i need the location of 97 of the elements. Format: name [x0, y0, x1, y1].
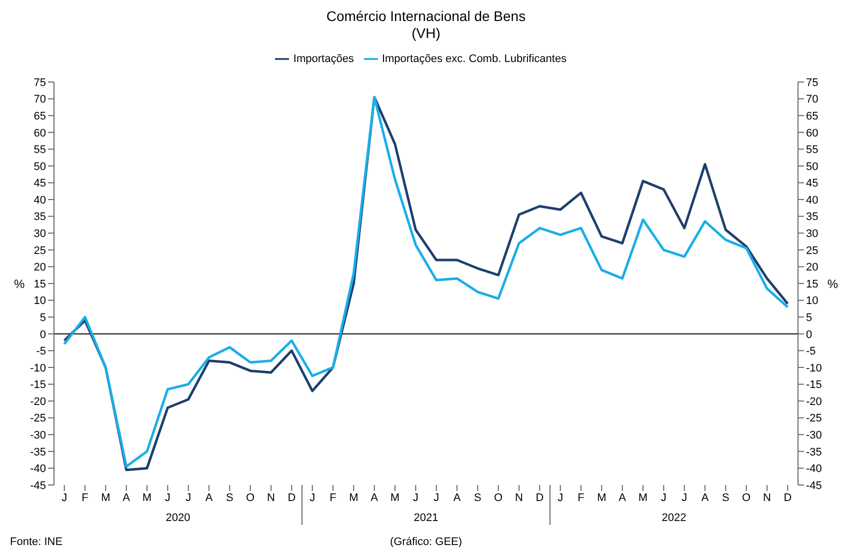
x-tick-label: S: [722, 492, 730, 504]
x-tick-label: J: [682, 492, 688, 504]
y-tick-label: 55: [34, 144, 46, 156]
x-tick-label: A: [618, 492, 627, 504]
y-tick-label: -20: [30, 396, 46, 408]
y2-tick-label: 25: [806, 244, 818, 257]
y2-tick-label: -15: [806, 379, 822, 392]
x-tick-label: J: [660, 492, 666, 504]
y-tick-label: 60: [34, 127, 46, 140]
y-tick-label: -25: [30, 412, 46, 425]
y2-tick-label: -40: [806, 463, 822, 476]
y-tick-label: 35: [34, 211, 46, 224]
y2-tick-label: -30: [806, 430, 822, 442]
x-tick-label: M: [597, 492, 606, 504]
y2-axis-title: %: [827, 276, 838, 291]
x-tick-label: N: [267, 492, 276, 504]
x-tick-label: J: [412, 492, 418, 504]
y2-tick-label: 65: [806, 110, 818, 122]
y-tick-label: 15: [34, 278, 46, 290]
y2-tick-label: -10: [806, 362, 822, 374]
y2-tick-label: 30: [806, 228, 818, 240]
chart-title: Comércio Internacional de Bens: [325, 8, 527, 25]
x-tick-label: J: [558, 492, 564, 504]
y-tick-label: 75: [34, 76, 46, 89]
x-tick-label: J: [310, 492, 316, 504]
text: 2020: [166, 512, 190, 524]
x-tick-label: A: [370, 492, 379, 504]
legend-label: Importações: [293, 52, 354, 65]
x-tick-label: M: [101, 492, 110, 504]
y-tick-label: 65: [34, 110, 46, 122]
x-tick-label: J: [62, 492, 68, 504]
x-tick-label: F: [82, 492, 89, 504]
y2-tick-label: 35: [806, 211, 818, 224]
x-tick-label: M: [142, 492, 152, 504]
x-tick-label: S: [226, 492, 234, 504]
x-tick-label: O: [742, 492, 752, 504]
y2-tick-label: 70: [806, 94, 818, 106]
x-tick-label: N: [515, 492, 524, 504]
y2-tick-label: -5: [806, 346, 816, 358]
text: (Gráfico: GEE): [390, 536, 462, 548]
x-tick-label: M: [638, 492, 648, 504]
y-tick-label: 0: [40, 328, 46, 341]
y-tick-label: -40: [30, 463, 46, 476]
y2-tick-label: 10: [806, 295, 818, 308]
source-note: Fonte: INE: [10, 536, 63, 548]
y2-tick-label: -25: [806, 412, 822, 425]
x-tick-label: A: [205, 492, 214, 504]
x-tick-label: A: [453, 492, 462, 504]
x-tick-label: A: [122, 492, 131, 504]
y2-tick-label: 20: [806, 262, 818, 274]
x-tick-label: J: [164, 492, 170, 504]
text: 2022: [662, 512, 686, 524]
y-tick-label: -5: [36, 346, 46, 358]
y-tick-label: -10: [30, 362, 46, 374]
x-tick-label: S: [474, 492, 482, 504]
y-tick-label: 50: [34, 160, 46, 173]
y-tick-label: -15: [30, 379, 46, 392]
x-tick-label: O: [246, 492, 256, 504]
y2-tick-label: 15: [806, 278, 818, 290]
x-tick-label: D: [536, 492, 544, 504]
legend-label: Importações exc. Comb. Lubrificantes: [382, 52, 567, 65]
y2-tick-label: 75: [806, 76, 818, 89]
y-tick-label: -45: [30, 480, 46, 492]
y-tick-label: -35: [30, 446, 46, 458]
x-tick-label: F: [330, 492, 337, 504]
x-tick-label: J: [434, 492, 440, 504]
x-tick-label: J: [186, 492, 192, 504]
x-tick-label: M: [349, 492, 358, 504]
y2-tick-label: 40: [806, 194, 818, 206]
x-tick-label: D: [784, 492, 792, 504]
y-tick-label: -30: [30, 430, 46, 442]
y-tick-label: 20: [34, 262, 46, 274]
x-tick-label: O: [494, 492, 504, 504]
x-tick-label: A: [701, 492, 710, 504]
y-tick-label: 45: [34, 178, 46, 190]
y2-tick-label: 0: [806, 328, 812, 341]
y-tick-label: 10: [34, 295, 46, 308]
y2-tick-label: -45: [806, 480, 822, 492]
y-tick-label: 5: [40, 312, 46, 324]
y-tick-label: 25: [34, 244, 46, 257]
x-tick-label: D: [288, 492, 296, 504]
x-tick-label: M: [390, 492, 400, 504]
y2-tick-label: 55: [806, 144, 818, 156]
chart-subtitle: (VH): [410, 25, 442, 42]
y2-tick-label: 45: [806, 178, 818, 190]
y2-tick-label: -35: [806, 446, 822, 458]
y-tick-label: 40: [34, 194, 46, 206]
x-tick-label: F: [578, 492, 585, 504]
y2-tick-label: 60: [806, 127, 818, 140]
y-axis-title: %: [14, 276, 25, 291]
y2-tick-label: 5: [806, 312, 812, 324]
y2-tick-label: -20: [806, 396, 822, 408]
x-tick-label: N: [763, 492, 772, 504]
y-tick-label: 30: [34, 228, 46, 240]
y2-tick-label: 50: [806, 160, 818, 173]
y-tick-label: 70: [34, 94, 46, 106]
text: 2021: [414, 512, 438, 524]
